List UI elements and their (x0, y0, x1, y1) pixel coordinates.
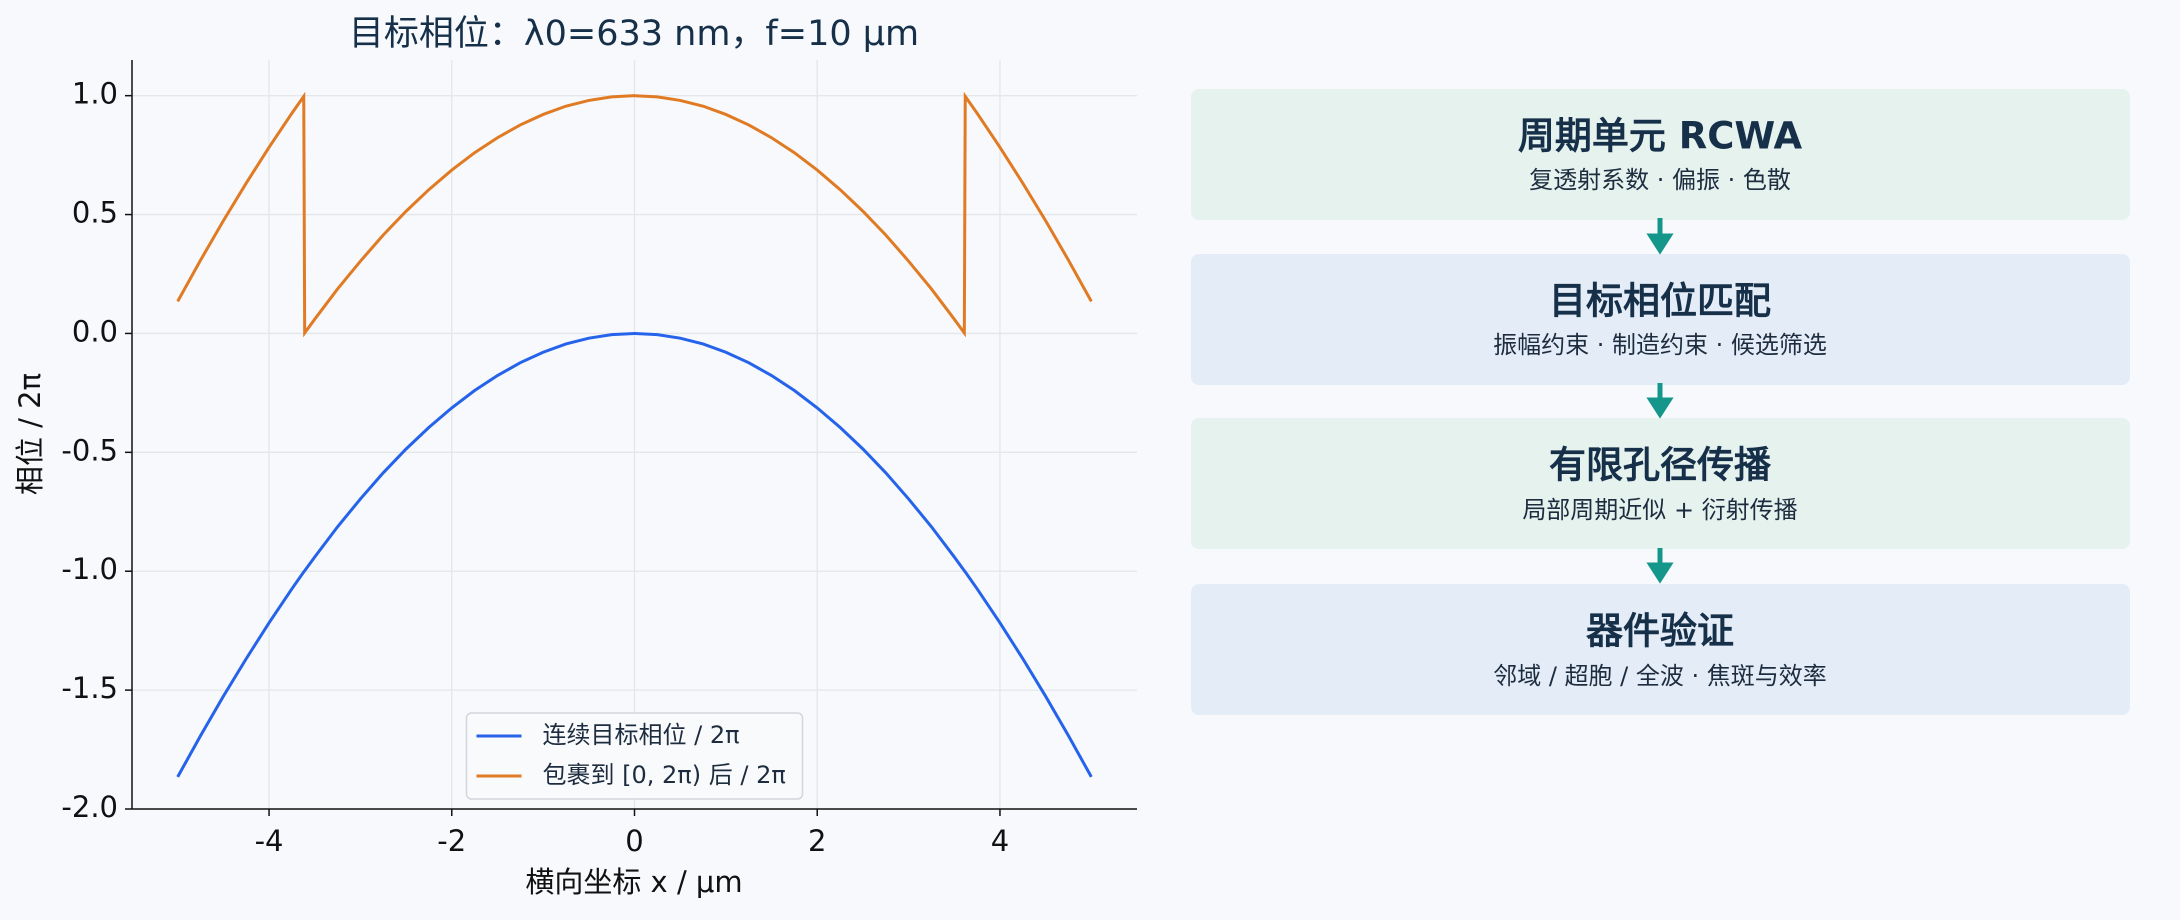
flow-subtitle: 复透射系数 · 偏振 · 色散 (1529, 166, 1791, 194)
flow-subtitle: 局部周期近似 + 衍射传播 (1522, 496, 1797, 524)
flow-subtitle: 邻域 / 超胞 / 全波 · 焦斑与效率 (1493, 662, 1827, 690)
legend: 连续目标相位 / 2π 包裹到 [0, 2π) 后 / 2π (465, 712, 804, 800)
y-tick-label: 0.0 (72, 314, 118, 348)
arrow-head (1646, 233, 1674, 255)
flow-title: 目标相位匹配 (1549, 280, 1771, 323)
chart-title: 目标相位：λ0=633 nm，f=10 μm (349, 14, 919, 54)
y-tick-label: -1.5 (61, 671, 118, 705)
x-tick-label: -2 (437, 824, 466, 858)
flow-title: 周期单元 RCWA (1518, 115, 1803, 158)
x-tick-label: 2 (808, 824, 826, 858)
flow-diagram: 周期单元 RCWA 复透射系数 · 偏振 · 色散 目标相位匹配 振幅约束 · … (1191, 89, 2130, 715)
flow-title: 有限孔径传播 (1549, 444, 1772, 487)
arrow-head (1646, 397, 1674, 419)
x-tick-label: 0 (625, 824, 643, 858)
legend-box (465, 712, 804, 800)
x-tick-label: -4 (255, 824, 284, 858)
y-tick-label: 0.5 (72, 196, 118, 230)
flow-arrows (1646, 218, 1674, 584)
series-line (176, 91, 1093, 338)
flow-box (1191, 89, 2130, 220)
arrow-head (1646, 562, 1674, 584)
y-tick-label: -2.0 (61, 790, 118, 824)
y-tick-label: -0.5 (61, 433, 118, 467)
y-tick-label: -1.0 (61, 552, 118, 586)
y-tick-label: 1.0 (72, 77, 118, 111)
series-line (176, 331, 1093, 778)
x-axis-label: 横向坐标 x / μm (525, 865, 742, 899)
x-tick-label: 4 (991, 824, 1009, 858)
flow-title: 器件验证 (1586, 610, 1734, 653)
flow-box (1191, 254, 2130, 385)
flow-box (1191, 418, 2130, 549)
y-axis-label: 相位 / 2π (13, 373, 47, 495)
legend-label: 包裹到 [0, 2π) 后 / 2π (543, 761, 786, 789)
flow-subtitle: 振幅约束 · 制造约束 · 候选筛选 (1493, 331, 1827, 359)
legend-label: 连续目标相位 / 2π (543, 721, 740, 749)
flow-box (1191, 584, 2130, 715)
